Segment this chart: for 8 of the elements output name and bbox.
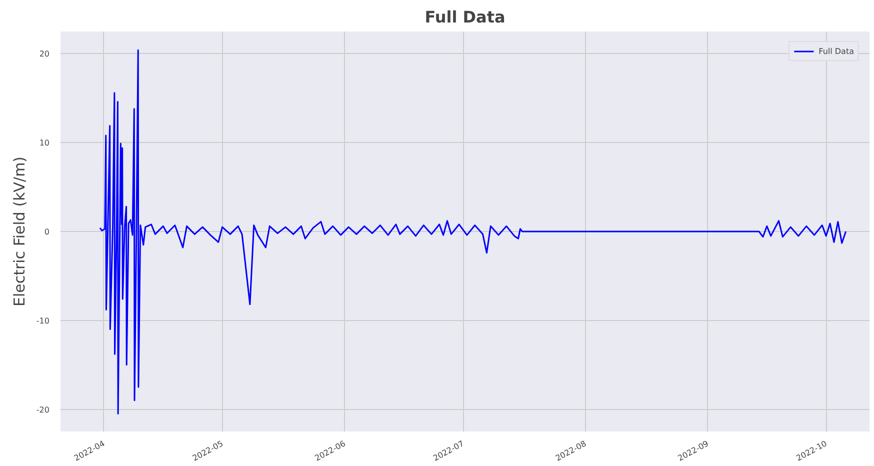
chart-title: Full Data (424, 8, 506, 26)
y-tick-label: -10 (36, 316, 50, 326)
y-tick-label: 20 (39, 50, 50, 59)
y-tick-label: 10 (39, 138, 50, 148)
legend-label: Full Data (818, 46, 854, 56)
y-tick-label: -20 (36, 405, 50, 414)
y-axis-title: Electric Field (kV/m) (10, 156, 28, 307)
y-tick-label: 0 (44, 228, 50, 236)
